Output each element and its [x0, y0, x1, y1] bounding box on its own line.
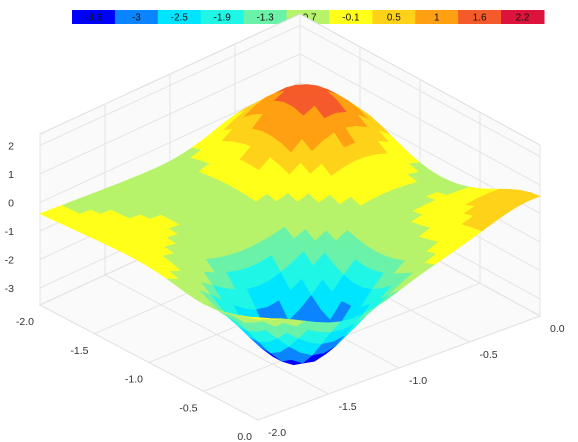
z-tick-label: -2: [5, 254, 14, 266]
y-axis-ticks: -2.0 -1.5 -1.0 -0.5 0.0: [268, 323, 565, 439]
z-axis-ticks: 2 1 0 -1 -2 -3: [5, 140, 15, 295]
z-tick-label: 1: [8, 169, 14, 181]
legend-swatch: [458, 10, 502, 24]
legend-label: -1.3: [256, 13, 274, 24]
legend-swatch: [72, 10, 116, 24]
legend-swatch: [415, 10, 459, 24]
z-tick-label: -3: [5, 283, 14, 295]
surface-cell: [248, 317, 270, 320]
y-grid-line: [104, 104, 329, 395]
legend-swatch: [329, 10, 373, 24]
y-grid-line: [39, 134, 259, 421]
legend-swatch: [501, 10, 545, 24]
legend-label: 1: [434, 13, 440, 24]
z-tick-label: 0: [8, 197, 14, 209]
y-tick-label: 0.0: [550, 323, 565, 335]
legend-label: -0.1: [342, 13, 360, 24]
legend-label: -3.6: [85, 13, 103, 24]
z-tick-label: -1: [5, 226, 14, 238]
x-tick-label: 0.0: [237, 431, 252, 442]
z-tick-label: 2: [8, 140, 14, 152]
x-tick-label: -1.0: [125, 374, 143, 386]
legend-label: -3: [132, 13, 141, 24]
legend-label: 2.2: [516, 13, 530, 24]
legend-label: 1.6: [473, 13, 487, 24]
surface-mesh: [39, 84, 541, 366]
x-axis-ticks: -2.0 -1.5 -1.0 -0.5 0.0: [16, 316, 252, 442]
legend-swatch: [243, 10, 288, 24]
y-tick-label: -0.5: [480, 349, 498, 361]
x-tick-label: -1.5: [70, 345, 88, 357]
legend-label: -2.5: [171, 13, 189, 24]
legend-swatch: [372, 10, 416, 24]
y-tick-label: -2.0: [268, 427, 286, 439]
x-tick-label: -2.0: [16, 316, 34, 328]
y-tick-label: -1.0: [409, 375, 427, 387]
legend-swatch: [114, 10, 159, 24]
legend-label: 0.5: [387, 13, 401, 24]
x-tick-label: -0.5: [179, 402, 197, 414]
legend-swatch: [157, 10, 202, 24]
y-tick-label: -1.5: [339, 401, 357, 413]
legend-swatch: [200, 10, 245, 24]
legend-label: -1.9: [214, 13, 232, 24]
